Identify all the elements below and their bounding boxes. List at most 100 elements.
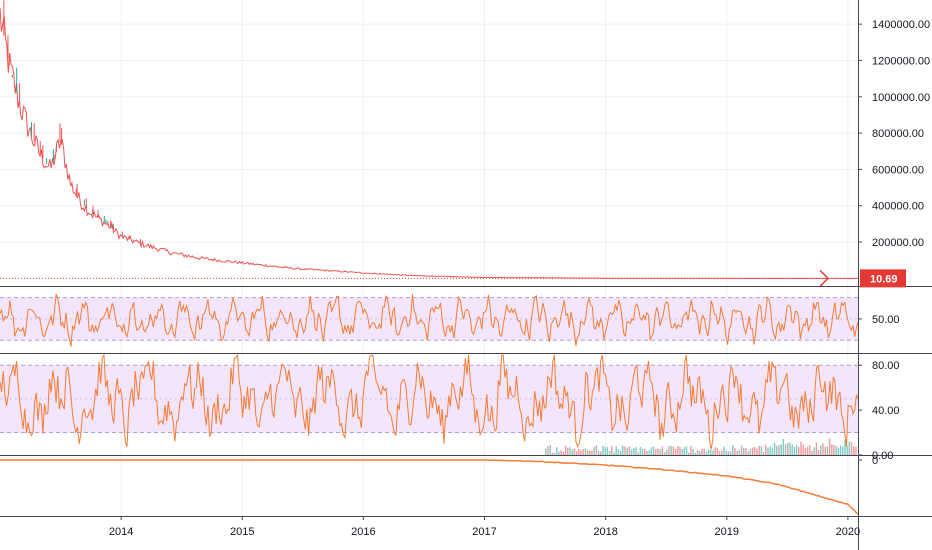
volume-bar: [582, 449, 584, 455]
x-axis-tick-label: 2015: [230, 526, 254, 538]
volume-bar: [771, 447, 774, 455]
price-tick-label: 600000.00: [872, 164, 924, 176]
volume-bar: [692, 449, 694, 455]
volume-bar: [602, 445, 604, 455]
volume-bar: [758, 445, 760, 455]
volume-bar: [626, 447, 628, 455]
volume-bar: [787, 442, 789, 455]
volume-bar: [747, 451, 749, 455]
volume-bar: [740, 445, 743, 455]
cumulative-tick-label: 0: [872, 455, 878, 467]
volume-bar: [672, 446, 675, 455]
volume-bar: [804, 447, 807, 455]
volume-bar: [694, 452, 697, 455]
volume-bar: [600, 451, 602, 455]
oscillator-1-line: [0, 293, 859, 347]
price-tick-label: 400000.00: [872, 201, 924, 213]
volume-bar: [835, 445, 837, 455]
volume-bar: [666, 449, 668, 455]
volume-bar: [734, 447, 736, 455]
volume-bar: [611, 446, 613, 455]
volume-bar: [652, 446, 655, 455]
volume-bar: [650, 447, 653, 455]
volume-bar: [615, 446, 617, 455]
volume-bar: [593, 446, 595, 455]
volume-bar: [773, 442, 776, 455]
volume-bar: [716, 447, 719, 455]
volume-bar: [714, 447, 716, 455]
volume-bar: [547, 446, 549, 455]
oscillator-2-tick-label: 0.00: [872, 450, 893, 462]
volume-bar: [815, 442, 818, 455]
volume-bar: [802, 444, 804, 455]
volume-bar: [817, 450, 820, 455]
volume-bar: [718, 451, 721, 455]
volume-bar: [696, 449, 699, 455]
volume-bar: [681, 448, 683, 455]
volume-bar: [679, 446, 681, 455]
volume-bar: [573, 448, 576, 455]
volume-bar: [833, 445, 835, 455]
volume-bar: [855, 446, 857, 455]
volume-bar: [558, 451, 560, 455]
volume-bar: [551, 452, 554, 455]
volume-bar: [828, 438, 831, 455]
volume-bar: [571, 449, 573, 455]
x-axis-tick-label: 2018: [593, 526, 617, 538]
volume-bar: [683, 446, 686, 455]
volume-bar: [707, 449, 710, 455]
volume-bar: [820, 445, 822, 455]
volume-bar: [769, 446, 771, 455]
price-tick-label: 1200000.00: [872, 55, 930, 67]
volume-bar: [767, 447, 769, 455]
volume-bar: [778, 445, 780, 455]
volume-bar: [809, 445, 811, 455]
price-tick-label: 200000.00: [872, 237, 924, 249]
grid-lines: [0, 0, 858, 516]
volume-bar: [624, 446, 626, 455]
volume-bar: [584, 448, 587, 455]
volume-bar: [703, 448, 705, 455]
volume-bar: [710, 449, 712, 455]
volume-bar: [639, 446, 642, 455]
volume-bar: [822, 443, 824, 455]
volume-bar: [727, 451, 730, 455]
volume-bar: [591, 450, 593, 455]
volume-bar: [655, 449, 657, 455]
volume-bar: [782, 438, 785, 455]
volume-bar: [553, 452, 556, 455]
x-axis-tick-label: 2017: [472, 526, 496, 538]
axes: 1400000.00 1200000.00 1000000.00 800000.00 6…: [109, 19, 930, 538]
volume-bar: [765, 444, 767, 455]
x-axis-tick-label: 2020: [836, 526, 860, 538]
volume-bar: [635, 447, 637, 455]
series-lines: [0, 0, 859, 515]
volume-bar: [688, 452, 690, 455]
volume-bar: [844, 440, 846, 455]
volume-bar: [826, 446, 829, 455]
volume-bar: [569, 447, 571, 455]
volume-bar: [661, 446, 664, 455]
x-axis-tick-label: 2019: [715, 526, 739, 538]
volume-bar: [795, 444, 798, 455]
volume-bar: [791, 444, 793, 455]
volume-bar: [811, 450, 813, 455]
volume-bar: [690, 446, 692, 455]
volume-bar: [597, 450, 600, 455]
volume-bar: [745, 447, 747, 455]
volume-bar: [721, 450, 723, 455]
oscillator-bands: [0, 297, 858, 434]
volume-bar: [630, 449, 633, 455]
volume-bar: [842, 446, 844, 455]
volume-bar: [608, 450, 611, 455]
last-price-tag: [860, 269, 906, 288]
volume-bar: [674, 448, 677, 455]
volume-bar: [729, 451, 732, 455]
price-tick-label: 1400000.00: [872, 19, 930, 31]
volume-bar: [853, 446, 855, 455]
volume-bar: [848, 441, 851, 455]
volume-bar: [637, 452, 639, 455]
